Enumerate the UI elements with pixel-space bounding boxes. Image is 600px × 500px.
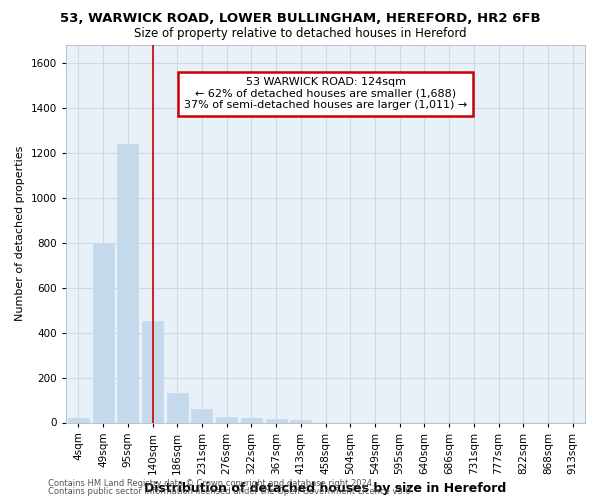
- Bar: [191, 408, 212, 422]
- Bar: [290, 420, 311, 422]
- Text: Size of property relative to detached houses in Hereford: Size of property relative to detached ho…: [134, 28, 466, 40]
- Bar: [142, 322, 163, 422]
- Y-axis label: Number of detached properties: Number of detached properties: [15, 146, 25, 322]
- Bar: [117, 144, 138, 422]
- Bar: [68, 418, 89, 422]
- Bar: [92, 242, 113, 422]
- Text: Contains public sector information licensed under the Open Government Licence v3: Contains public sector information licen…: [48, 487, 413, 496]
- Bar: [216, 417, 237, 422]
- X-axis label: Distribution of detached houses by size in Hereford: Distribution of detached houses by size …: [145, 482, 506, 495]
- Text: 53 WARWICK ROAD: 124sqm
← 62% of detached houses are smaller (1,688)
37% of semi: 53 WARWICK ROAD: 124sqm ← 62% of detache…: [184, 77, 467, 110]
- Bar: [167, 394, 188, 422]
- Bar: [241, 418, 262, 422]
- Text: 53, WARWICK ROAD, LOWER BULLINGHAM, HEREFORD, HR2 6FB: 53, WARWICK ROAD, LOWER BULLINGHAM, HERE…: [59, 12, 541, 26]
- Bar: [266, 419, 287, 422]
- Text: Contains HM Land Registry data © Crown copyright and database right 2024.: Contains HM Land Registry data © Crown c…: [48, 478, 374, 488]
